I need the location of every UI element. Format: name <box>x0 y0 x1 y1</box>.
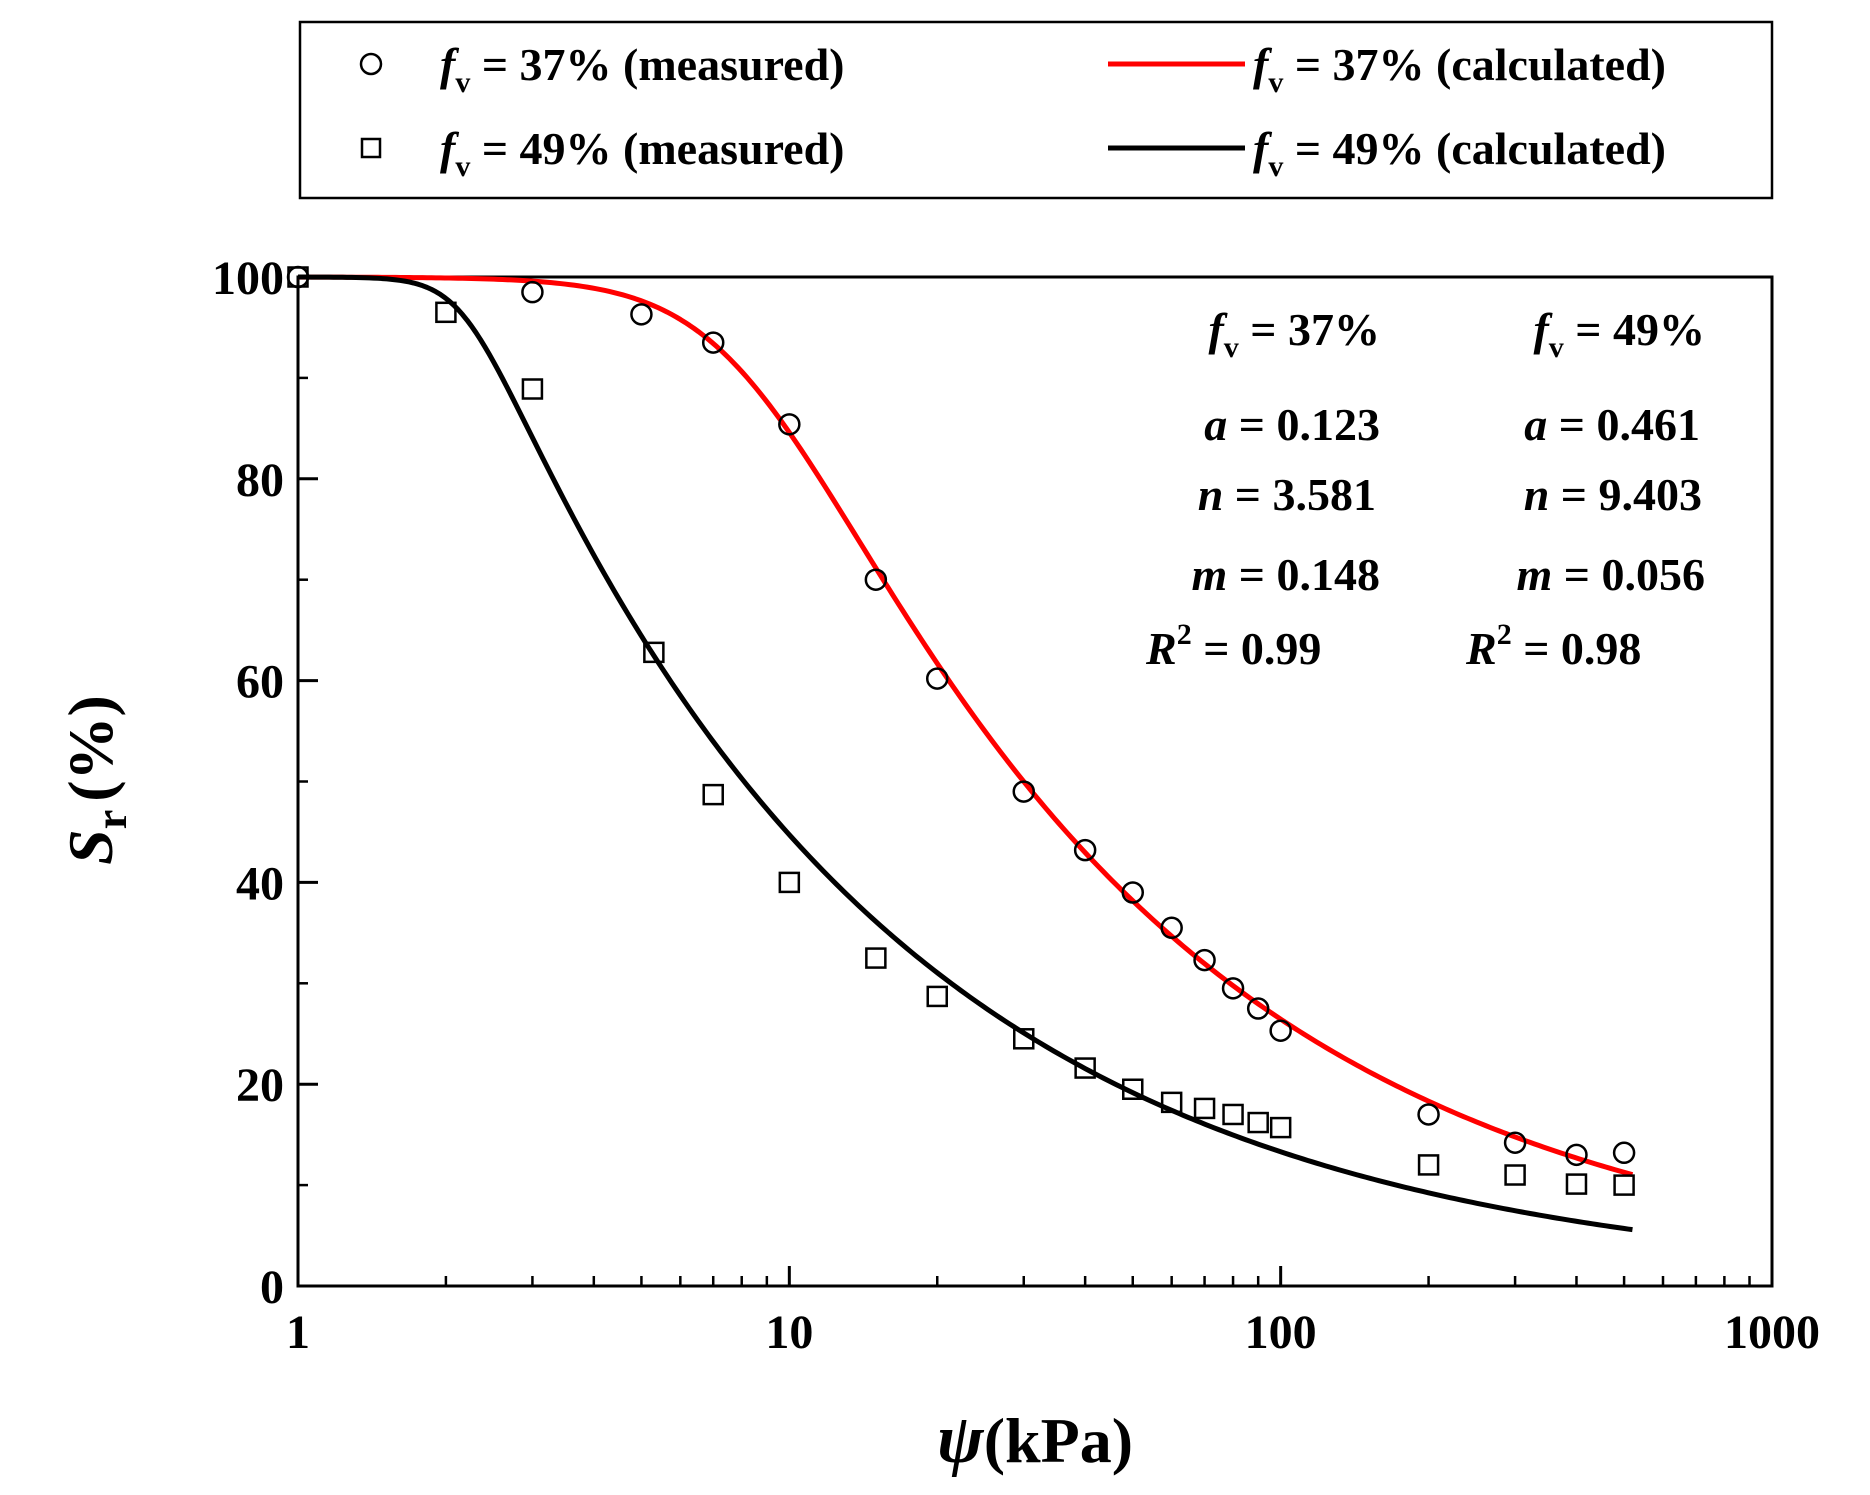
data-markers <box>286 265 1636 1196</box>
point-49-measured <box>1122 1078 1144 1100</box>
point-49-measured <box>643 641 665 664</box>
param-m-37: m = 0.148 <box>1192 549 1381 600</box>
point-37-measured <box>1503 1131 1527 1154</box>
point-37-measured <box>1565 1143 1588 1167</box>
curve-37-calculated <box>297 274 1634 1178</box>
point-37-measured <box>1160 916 1183 940</box>
point-37-measured <box>1121 881 1145 904</box>
y-tick-label: 20 <box>236 1059 284 1112</box>
param-m-49: m = 0.056 <box>1517 549 1706 600</box>
axes: 1 10 100 1000 0 20 40 60 80 100 <box>212 252 1820 1359</box>
point-49-measured <box>778 871 801 894</box>
point-49-measured <box>1160 1091 1183 1114</box>
x-tick-label: 100 <box>1245 1306 1317 1359</box>
param-header-37: fv = 37% <box>1208 304 1380 364</box>
point-49-measured <box>1565 1173 1588 1195</box>
legend-frame <box>298 20 1774 200</box>
point-37-measured <box>701 331 725 354</box>
y-axis-title: Sr(%) <box>55 695 136 865</box>
fitted-curves <box>297 274 1634 1233</box>
point-49-measured <box>1417 1154 1440 1176</box>
param-a-49: a = 0.461 <box>1524 399 1700 450</box>
legend-entry-49-calculated: fv = 49% (calculated) <box>1108 123 1666 183</box>
point-37-measured <box>521 280 544 304</box>
point-37-measured <box>1073 838 1097 862</box>
x-axis-title: ψ(kPa) <box>937 1401 1133 1478</box>
x-tick-label: 1 <box>286 1306 310 1359</box>
x-tick-label: 10 <box>765 1306 813 1359</box>
curve-49-calculated <box>297 274 1633 1233</box>
point-49-measured <box>1193 1097 1216 1120</box>
point-49-measured <box>1269 1116 1292 1139</box>
point-37-measured <box>1269 1019 1292 1042</box>
param-a-37: a = 0.123 <box>1204 399 1380 450</box>
point-37-measured <box>1221 977 1245 1000</box>
point-49-measured <box>521 378 544 400</box>
legend-entry-37-calculated: fv = 37% (calculated) <box>1108 39 1666 99</box>
point-49-measured <box>1247 1111 1269 1134</box>
param-n-37: n = 3.581 <box>1198 469 1376 520</box>
y-tick-label: 100 <box>212 252 284 305</box>
point-49-measured <box>702 783 724 806</box>
y-tick-label: 60 <box>236 656 284 709</box>
legend-entry-49-measured: fv = 49% (measured) <box>360 123 844 183</box>
legend-label-37-calculated: fv = 37% (calculated) <box>1253 39 1666 99</box>
point-49-measured <box>435 301 457 324</box>
legend: fv = 37% (measured) fv = 37% (calculated… <box>298 20 1774 200</box>
y-tick-label: 80 <box>236 454 284 507</box>
point-37-measured <box>1417 1103 1440 1126</box>
legend-label-49-measured: fv = 49% (measured) <box>440 123 844 183</box>
point-37-measured <box>925 667 949 690</box>
point-49-measured <box>1504 1164 1526 1186</box>
legend-label-37-measured: fv = 37% (measured) <box>440 39 844 99</box>
point-37-measured <box>1246 997 1270 1020</box>
point-49-measured <box>1613 1174 1635 1196</box>
parameter-table-37: fv = 37% a = 0.123 n = 3.581 m = 0.148 R… <box>1145 304 1380 674</box>
point-49-measured <box>926 985 948 1008</box>
y-tick-label: 40 <box>236 857 284 910</box>
point-49-measured <box>1074 1057 1096 1079</box>
point-49-measured <box>1222 1103 1244 1126</box>
legend-entry-37-measured: fv = 37% (measured) <box>359 39 844 99</box>
legend-circle-marker <box>359 52 383 76</box>
param-header-49: fv = 49% <box>1533 304 1705 364</box>
point-37-measured <box>1193 948 1216 972</box>
point-37-measured <box>864 568 888 591</box>
param-n-49: n = 9.403 <box>1524 469 1702 520</box>
y-tick-label: 0 <box>260 1261 284 1314</box>
param-r2-49: R2 = 0.98 <box>1465 618 1641 674</box>
parameter-table-49: fv = 49% a = 0.461 n = 9.403 m = 0.056 R… <box>1465 304 1705 674</box>
point-49-measured <box>865 947 887 969</box>
point-37-measured <box>778 413 801 436</box>
legend-label-49-calculated: fv = 49% (calculated) <box>1253 123 1666 183</box>
point-49-measured <box>287 266 309 288</box>
legend-square-marker <box>360 137 382 159</box>
x-tick-label: 1000 <box>1724 1306 1820 1359</box>
point-37-measured <box>1612 1141 1636 1165</box>
point-37-measured <box>1012 780 1036 803</box>
param-r2-37: R2 = 0.99 <box>1145 618 1321 674</box>
point-49-measured <box>1013 1028 1035 1050</box>
point-37-measured <box>630 303 653 326</box>
